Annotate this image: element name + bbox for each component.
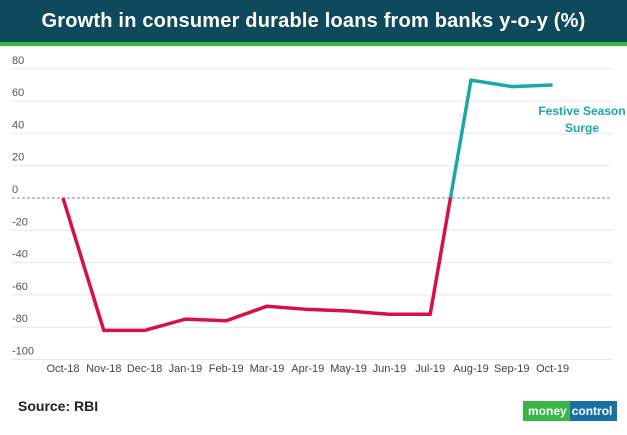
svg-text:Nov-18: Nov-18 — [86, 363, 121, 375]
svg-text:Oct-18: Oct-18 — [46, 363, 79, 375]
svg-text:-80: -80 — [12, 313, 28, 325]
logo-part-money: money — [523, 401, 570, 421]
svg-text:Jul-19: Jul-19 — [415, 363, 445, 375]
source-label: Source: RBI — [18, 398, 99, 414]
chart-title: Growth in consumer durable loans from ba… — [41, 9, 586, 32]
svg-text:-100: -100 — [12, 346, 34, 358]
svg-text:0: 0 — [12, 184, 18, 196]
svg-text:-40: -40 — [12, 249, 28, 261]
y-axis-ticks: 80 60 40 20 0 -20 -40 -60 -80 -100 — [12, 55, 34, 358]
logo-part-control: control — [569, 401, 618, 421]
line-chart: 80 60 40 20 0 -20 -40 -60 -80 -100 Oct-18 Nov-18 De… — [12, 55, 626, 375]
chart-header: Growth in consumer durable loans from ba… — [0, 0, 627, 42]
svg-text:20: 20 — [12, 152, 24, 164]
svg-text:Sep-19: Sep-19 — [494, 363, 529, 375]
svg-text:-20: -20 — [12, 216, 28, 228]
svg-text:40: 40 — [12, 119, 24, 131]
negative-growth-line — [61, 197, 453, 333]
annotation-line2: Surge — [565, 121, 599, 135]
x-axis-ticks: Oct-18 Nov-18 Dec-18 Jan-19 Feb-19 Mar-19 Apr-… — [46, 363, 569, 375]
svg-text:Feb-19: Feb-19 — [209, 363, 244, 375]
moneycontrol-logo: money control — [523, 401, 618, 421]
svg-text:Aug-19: Aug-19 — [453, 363, 488, 375]
svg-text:Jan-19: Jan-19 — [169, 363, 203, 375]
svg-text:-60: -60 — [12, 281, 28, 293]
svg-text:Mar-19: Mar-19 — [250, 363, 285, 375]
svg-text:80: 80 — [12, 55, 24, 67]
svg-text:Jun-19: Jun-19 — [373, 363, 407, 375]
svg-text:Oct-19: Oct-19 — [536, 363, 569, 375]
svg-text:Apr-19: Apr-19 — [291, 363, 324, 375]
svg-text:Dec-18: Dec-18 — [127, 363, 162, 375]
gridlines — [12, 68, 612, 360]
accent-bar — [0, 42, 627, 46]
svg-text:60: 60 — [12, 87, 24, 99]
positive-growth-line — [448, 78, 553, 199]
annotation-line1: Festive Season — [538, 104, 625, 118]
svg-text:May-19: May-19 — [330, 363, 367, 375]
